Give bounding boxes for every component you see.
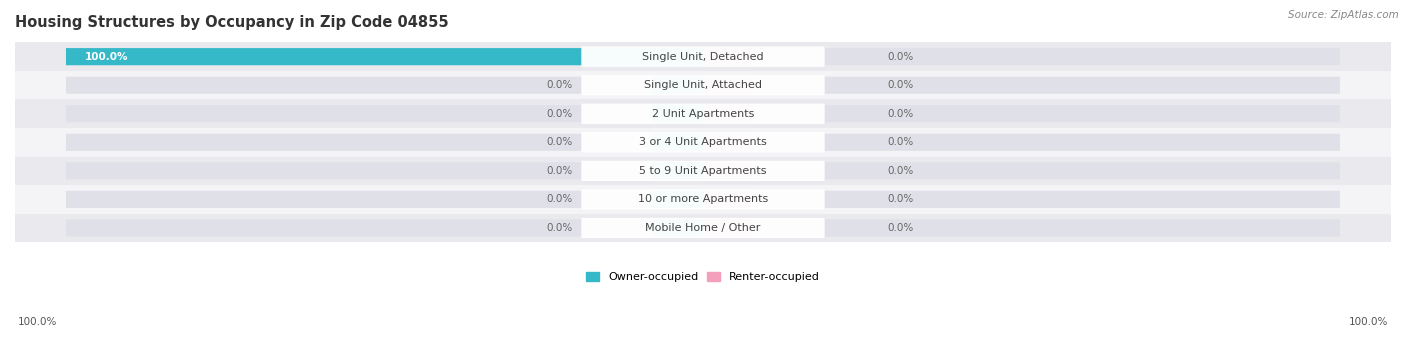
FancyBboxPatch shape	[15, 214, 1391, 242]
FancyBboxPatch shape	[66, 48, 1340, 65]
Text: Housing Structures by Occupancy in Zip Code 04855: Housing Structures by Occupancy in Zip C…	[15, 15, 449, 30]
FancyBboxPatch shape	[66, 134, 1340, 151]
FancyBboxPatch shape	[15, 128, 1391, 157]
FancyBboxPatch shape	[581, 161, 825, 181]
Text: 0.0%: 0.0%	[887, 52, 914, 62]
FancyBboxPatch shape	[703, 191, 754, 208]
FancyBboxPatch shape	[581, 104, 825, 124]
FancyBboxPatch shape	[652, 77, 703, 94]
FancyBboxPatch shape	[581, 46, 825, 67]
Text: 100.0%: 100.0%	[86, 52, 128, 62]
FancyBboxPatch shape	[15, 100, 1391, 128]
Text: 100.0%: 100.0%	[1348, 317, 1388, 327]
Text: 0.0%: 0.0%	[887, 80, 914, 90]
FancyBboxPatch shape	[703, 162, 754, 179]
FancyBboxPatch shape	[581, 75, 825, 95]
Text: 3 or 4 Unit Apartments: 3 or 4 Unit Apartments	[640, 137, 766, 147]
Text: 0.0%: 0.0%	[546, 137, 572, 147]
FancyBboxPatch shape	[652, 191, 703, 208]
FancyBboxPatch shape	[703, 105, 754, 122]
Legend: Owner-occupied, Renter-occupied: Owner-occupied, Renter-occupied	[581, 267, 825, 287]
FancyBboxPatch shape	[652, 162, 703, 179]
FancyBboxPatch shape	[15, 157, 1391, 185]
FancyBboxPatch shape	[66, 105, 1340, 122]
FancyBboxPatch shape	[703, 134, 754, 151]
Text: 0.0%: 0.0%	[887, 223, 914, 233]
Text: 2 Unit Apartments: 2 Unit Apartments	[652, 109, 754, 119]
FancyBboxPatch shape	[66, 219, 1340, 237]
FancyBboxPatch shape	[652, 134, 703, 151]
Text: 5 to 9 Unit Apartments: 5 to 9 Unit Apartments	[640, 166, 766, 176]
Text: 0.0%: 0.0%	[887, 109, 914, 119]
Text: Single Unit, Attached: Single Unit, Attached	[644, 80, 762, 90]
FancyBboxPatch shape	[652, 219, 703, 237]
FancyBboxPatch shape	[66, 191, 1340, 208]
Text: 0.0%: 0.0%	[887, 194, 914, 204]
Text: Single Unit, Detached: Single Unit, Detached	[643, 52, 763, 62]
FancyBboxPatch shape	[15, 42, 1391, 71]
Text: 0.0%: 0.0%	[887, 137, 914, 147]
Text: 0.0%: 0.0%	[546, 80, 572, 90]
FancyBboxPatch shape	[703, 219, 754, 237]
FancyBboxPatch shape	[66, 77, 1340, 94]
Text: Mobile Home / Other: Mobile Home / Other	[645, 223, 761, 233]
FancyBboxPatch shape	[703, 48, 754, 65]
Text: 10 or more Apartments: 10 or more Apartments	[638, 194, 768, 204]
FancyBboxPatch shape	[15, 185, 1391, 214]
FancyBboxPatch shape	[581, 132, 825, 152]
FancyBboxPatch shape	[581, 218, 825, 238]
Text: 0.0%: 0.0%	[887, 166, 914, 176]
FancyBboxPatch shape	[66, 162, 1340, 179]
FancyBboxPatch shape	[581, 189, 825, 209]
Text: 0.0%: 0.0%	[546, 194, 572, 204]
Text: 0.0%: 0.0%	[546, 166, 572, 176]
Text: Source: ZipAtlas.com: Source: ZipAtlas.com	[1288, 10, 1399, 20]
Text: 0.0%: 0.0%	[546, 109, 572, 119]
Text: 0.0%: 0.0%	[546, 223, 572, 233]
FancyBboxPatch shape	[703, 77, 754, 94]
FancyBboxPatch shape	[66, 48, 703, 65]
FancyBboxPatch shape	[652, 105, 703, 122]
Text: 100.0%: 100.0%	[18, 317, 58, 327]
FancyBboxPatch shape	[15, 71, 1391, 100]
